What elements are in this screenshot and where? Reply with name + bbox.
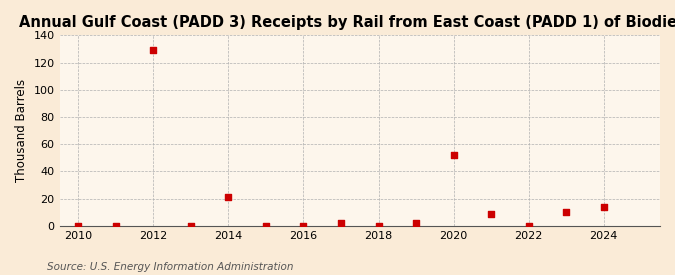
Point (111, 224, 122, 228)
Point (598, 205, 609, 209)
Point (486, 211, 497, 216)
Point (261, 224, 271, 228)
Point (410, 221, 421, 226)
Point (561, 210, 572, 214)
Point (335, 221, 346, 226)
Point (186, 224, 196, 228)
Point (373, 224, 384, 228)
Point (73, 224, 84, 228)
Y-axis label: Thousand Barrels: Thousand Barrels (15, 79, 28, 182)
Point (448, 153, 459, 157)
Point (148, 48, 159, 53)
Title: Annual Gulf Coast (PADD 3) Receipts by Rail from East Coast (PADD 1) of Biodiese: Annual Gulf Coast (PADD 3) Receipts by R… (19, 15, 675, 30)
Text: Source: U.S. Energy Information Administration: Source: U.S. Energy Information Administ… (47, 262, 294, 272)
Point (223, 195, 234, 199)
Point (298, 224, 309, 228)
Point (523, 224, 534, 228)
